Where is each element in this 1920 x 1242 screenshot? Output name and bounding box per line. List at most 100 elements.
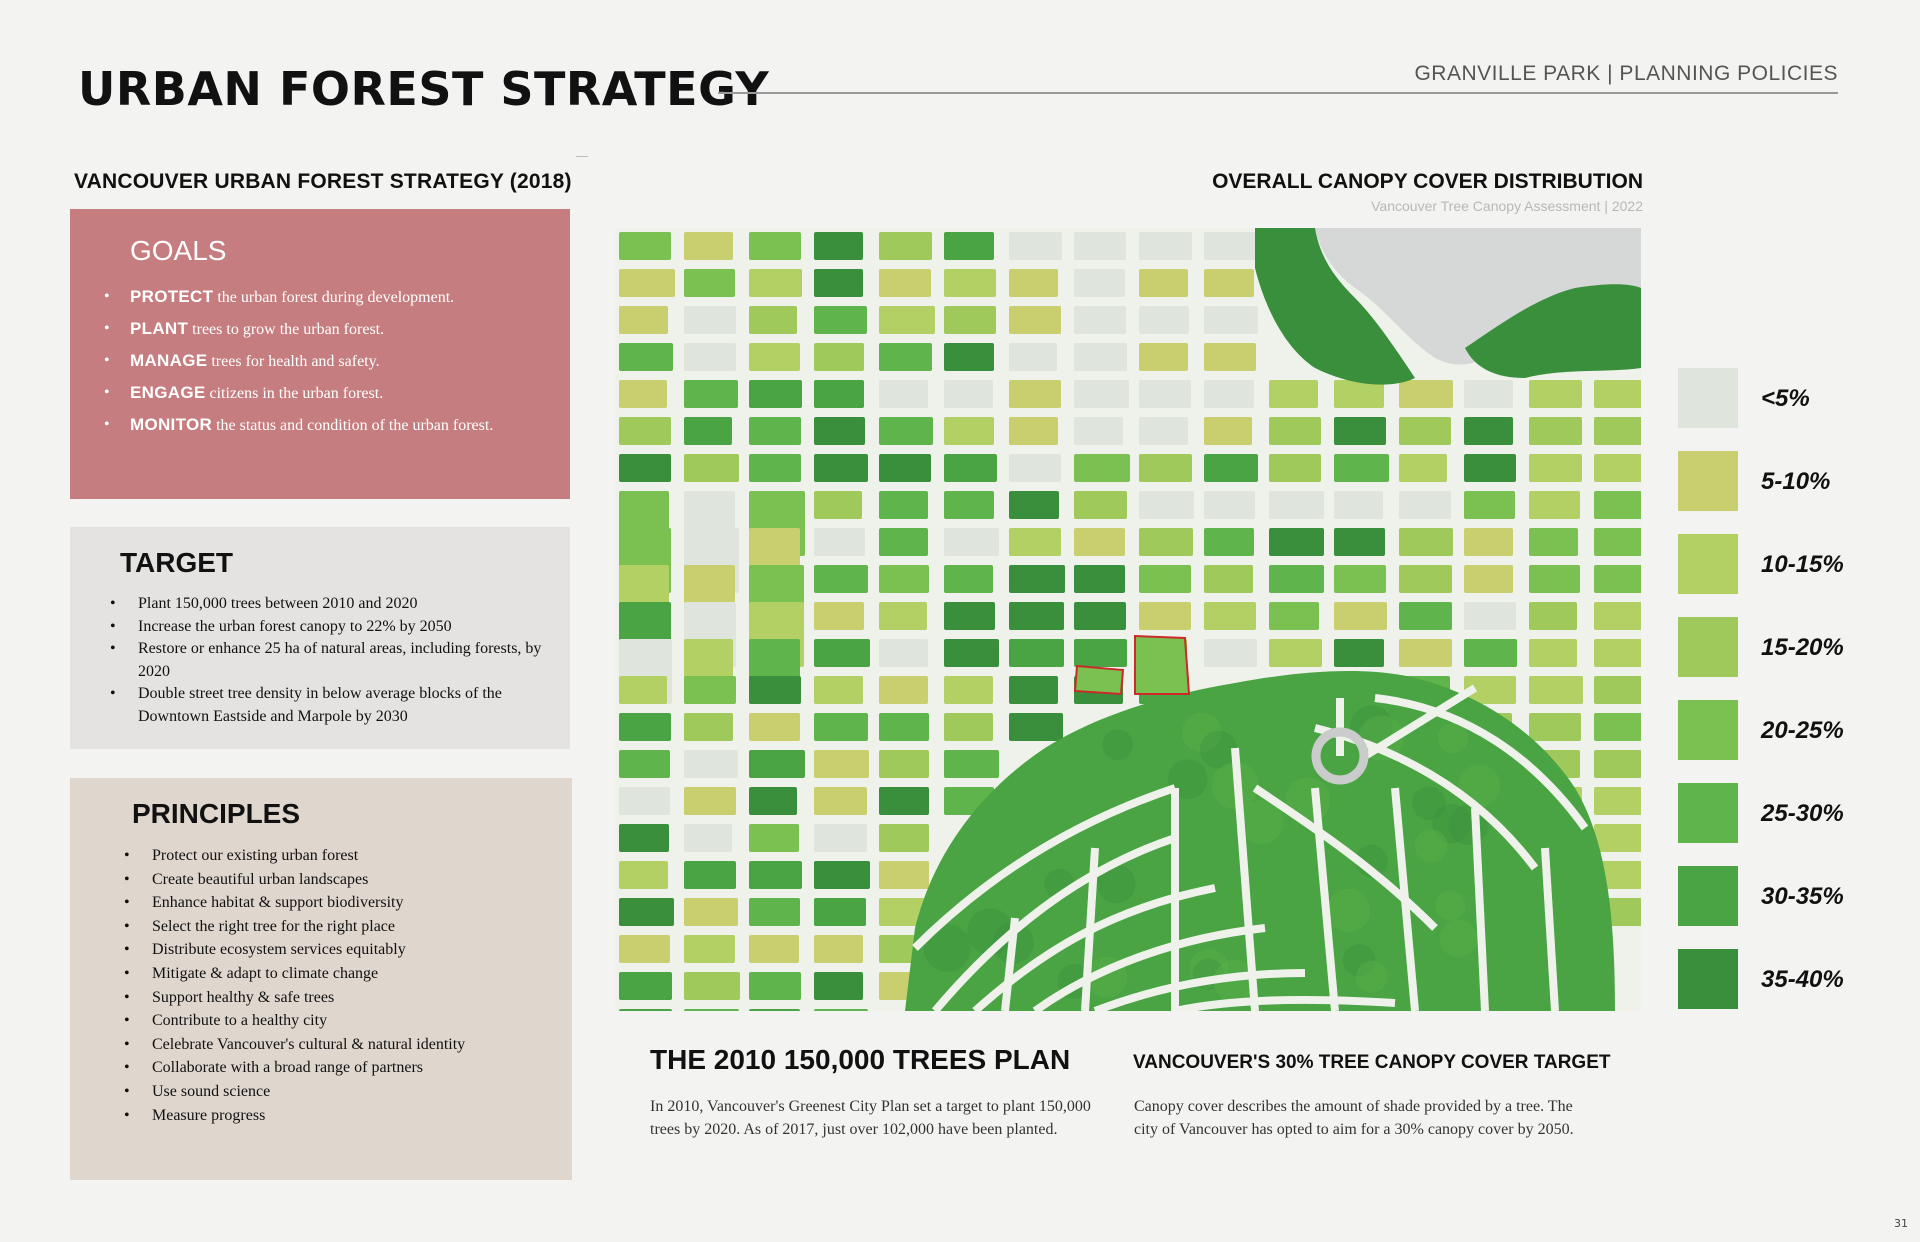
city-block xyxy=(944,343,994,371)
city-block xyxy=(814,713,868,741)
city-block xyxy=(1009,269,1058,297)
city-block xyxy=(1594,528,1641,556)
plan-title: THE 2010 150,000 TREES PLAN xyxy=(650,1044,1071,1075)
city-block xyxy=(1269,380,1318,408)
city-block xyxy=(684,1009,739,1011)
city-block xyxy=(944,417,994,445)
city-block xyxy=(1139,602,1191,630)
water-body xyxy=(1315,228,1641,365)
principle-item: Celebrate Vancouver's cultural & natural… xyxy=(124,1033,524,1057)
principle-item: Create beautiful urban landscapes xyxy=(124,868,524,892)
principle-item: Mitigate & adapt to climate change xyxy=(124,962,524,986)
city-block xyxy=(814,972,863,1000)
city-block xyxy=(684,417,732,445)
city-block xyxy=(1464,491,1515,519)
city-block xyxy=(1009,639,1064,667)
city-block xyxy=(944,713,993,741)
city-block xyxy=(1074,528,1125,556)
city-block xyxy=(1009,380,1061,408)
city-block xyxy=(1594,676,1641,704)
city-block xyxy=(1399,639,1452,667)
city-block xyxy=(619,750,670,778)
city-block xyxy=(879,454,931,482)
city-block xyxy=(749,750,805,778)
city-block xyxy=(879,824,929,852)
park-road xyxy=(1032,924,1266,1011)
city-block xyxy=(1334,380,1384,408)
water-area xyxy=(1255,228,1641,385)
city-block xyxy=(879,528,928,556)
legend-swatch xyxy=(1678,783,1738,843)
city-block xyxy=(749,898,800,926)
city-block xyxy=(879,306,935,334)
city-block xyxy=(1464,454,1516,482)
park-road xyxy=(931,834,1177,1011)
city-block xyxy=(749,972,801,1000)
canopy-patch xyxy=(1199,730,1238,769)
site-parcel-a[interactable] xyxy=(1073,664,1125,696)
city-block xyxy=(749,935,799,963)
canopy-target-title: VANCOUVER'S 30% TREE CANOPY COVER TARGET xyxy=(1133,1052,1611,1073)
city-block xyxy=(684,750,738,778)
legend-swatch xyxy=(1678,866,1738,926)
section-title: VANCOUVER URBAN FOREST STRATEGY (2018) xyxy=(74,170,572,193)
city-block xyxy=(684,380,738,408)
city-block xyxy=(1334,565,1386,593)
city-block xyxy=(1529,417,1582,445)
site-parcel-b[interactable] xyxy=(1134,634,1191,695)
canopy-patch xyxy=(1102,729,1134,761)
goal-keyword: ENGAGE xyxy=(130,383,206,402)
city-block xyxy=(1269,602,1319,630)
city-block xyxy=(749,824,799,852)
page-number: 31 xyxy=(1894,1217,1908,1230)
plan-text: In 2010, Vancouver's Greenest City Plan … xyxy=(650,1098,1091,1138)
goal-keyword: MONITOR xyxy=(130,415,213,434)
canopy-map[interactable] xyxy=(615,228,1641,1011)
header-tag: GRANVILLE PARK | PLANNING POLICIES xyxy=(1414,62,1838,85)
canopy-target-text: Canopy cover describes the amount of sha… xyxy=(1134,1098,1574,1138)
roundabout xyxy=(1311,727,1369,785)
park-road xyxy=(1311,787,1339,1011)
city-block xyxy=(1269,491,1324,519)
target-item: Double street tree density in below aver… xyxy=(110,683,550,728)
city-block xyxy=(1334,454,1389,482)
city-block xyxy=(1204,454,1258,482)
legend-label: 10-15% xyxy=(1761,551,1844,578)
park-road xyxy=(1541,847,1559,1011)
legend-item: 20-25% xyxy=(1678,700,1878,762)
city-block xyxy=(1529,565,1580,593)
city-block xyxy=(814,232,863,260)
city-block xyxy=(1204,232,1256,260)
map-subtitle: Vancouver Tree Canopy Assessment | 2022 xyxy=(1371,198,1643,214)
city-block xyxy=(814,824,867,852)
goal-text: trees for health and safety. xyxy=(207,353,380,370)
city-block xyxy=(1009,417,1058,445)
pacific-spirit-park xyxy=(1465,284,1641,378)
city-block xyxy=(944,306,996,334)
city-block xyxy=(1009,602,1064,630)
legend-swatch xyxy=(1678,949,1738,1009)
canopy-patch xyxy=(1326,888,1371,933)
legend-item: 5-10% xyxy=(1678,451,1878,513)
city-block xyxy=(1529,528,1578,556)
city-block xyxy=(879,380,928,408)
city-block xyxy=(684,343,736,371)
goal-text: trees to grow the urban forest. xyxy=(188,321,385,338)
city-block xyxy=(749,343,800,371)
city-block xyxy=(944,602,995,630)
city-block xyxy=(814,491,862,519)
park-road xyxy=(1001,917,1019,1011)
city-block xyxy=(1009,343,1057,371)
principle-item: Support healthy & safe trees xyxy=(124,986,524,1010)
city-block xyxy=(814,861,870,889)
city-block xyxy=(1074,491,1127,519)
goal-text: the status and condition of the urban fo… xyxy=(212,417,494,434)
target-item: Plant 150,000 trees between 2010 and 202… xyxy=(110,593,550,616)
city-block xyxy=(1594,787,1641,815)
legend-label: 5-10% xyxy=(1761,468,1831,495)
city-block xyxy=(1464,602,1516,630)
city-block xyxy=(1334,639,1384,667)
city-block xyxy=(1594,639,1641,667)
city-block xyxy=(944,454,997,482)
legend-item: 35-40% xyxy=(1678,949,1878,1011)
